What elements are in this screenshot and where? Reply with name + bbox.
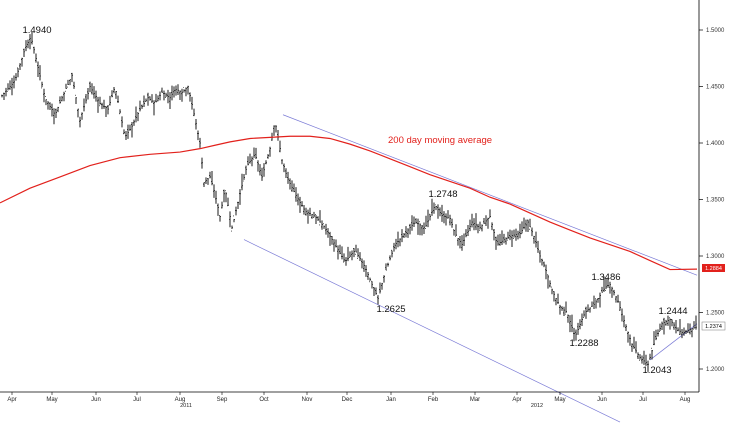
y-tick-label: 1.3500 xyxy=(706,198,725,204)
price-tag-ma-text: 1.2884 xyxy=(705,266,722,272)
price-tag-ma-box xyxy=(702,264,725,272)
price-tag-last: 1.2374 xyxy=(701,321,726,331)
x-tick-label: Jul xyxy=(133,397,141,403)
y-tick-label: 1.2500 xyxy=(706,311,725,317)
x-tick-label: Feb xyxy=(428,397,439,403)
y-tick-label: 1.4000 xyxy=(706,141,725,147)
x-tick-label: Apr xyxy=(512,397,521,403)
x-tick-label: Dec xyxy=(342,397,353,403)
price-tag-last-text: 1.2374 xyxy=(705,324,722,330)
channel-line xyxy=(649,323,698,361)
annotation-low-1-2625: 1.2625 xyxy=(376,304,405,315)
x-tick-label: Oct xyxy=(259,397,269,403)
y-tick-label: 1.4500 xyxy=(706,85,725,91)
x-tick-label: May xyxy=(46,397,57,403)
annotation-high-1-4940: 1.4940 xyxy=(22,25,51,36)
y-axis-ticks: 1.5000 1.4500 1.4000 1.3500 1.3000 1.2500 1.20… xyxy=(699,28,725,373)
channel-line xyxy=(282,114,698,276)
x-tick-label: Jun xyxy=(597,397,607,403)
annotation-low-1-2043: 1.2043 xyxy=(642,365,671,376)
x-tick-label: May xyxy=(554,397,565,403)
x-tick-label: Jul xyxy=(639,397,647,403)
y-tick-label: 1.3000 xyxy=(706,254,725,260)
x-tick-label: Apr xyxy=(7,397,16,403)
ohlc-series xyxy=(1,31,697,372)
x-tick-label: Jan xyxy=(386,397,396,403)
year-label-2012: 2012 xyxy=(531,403,543,409)
y-tick-label: 1.2000 xyxy=(706,367,725,373)
moving-average-line xyxy=(0,135,698,271)
y-tick-label: 1.5000 xyxy=(706,28,725,34)
x-tick-label: Aug xyxy=(175,397,186,403)
x-tick-label: Aug xyxy=(680,397,691,403)
annotation-low-1-2288: 1.2288 xyxy=(569,338,598,349)
x-tick-label: Sep xyxy=(217,397,228,403)
x-tick-label: Mar xyxy=(470,397,480,403)
price-tag-ma: 1.2884 xyxy=(702,264,725,272)
year-label-2011: 2011 xyxy=(180,403,192,409)
price-tag-last-box xyxy=(701,321,726,331)
annotation-1-3486: 1.3486 xyxy=(591,272,620,283)
annotation-1-2748: 1.2748 xyxy=(428,189,457,200)
moving-average-series xyxy=(0,135,698,271)
annotation-moving-average: 200 day moving average xyxy=(388,135,492,146)
x-tick-label: Nov xyxy=(302,397,313,403)
annotation-1-2444: 1.2444 xyxy=(658,306,687,317)
x-axis-ticks: Apr May Jun Jul Aug Sep Oct Nov Dec Jan Feb Mar Apr M… xyxy=(7,392,690,403)
x-tick-label: Jun xyxy=(91,397,101,403)
